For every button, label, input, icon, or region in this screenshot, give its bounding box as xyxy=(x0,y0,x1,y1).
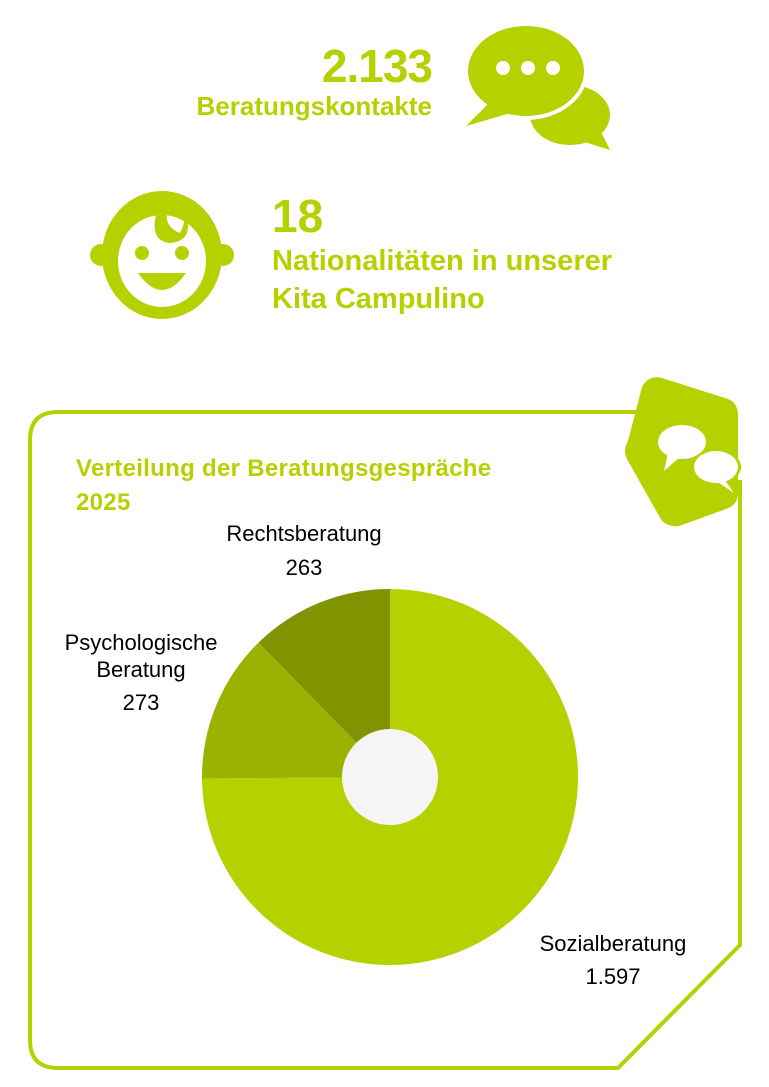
chat-badge-icon xyxy=(625,377,741,527)
label-rechtsberatung: Rechtsberatung xyxy=(226,521,381,546)
pie-slice-rechtsberatung xyxy=(258,589,390,777)
label-psychologische-line1: Psychologische xyxy=(65,630,218,655)
value-rechtsberatung: 263 xyxy=(286,555,323,580)
value-psychologische: 273 xyxy=(123,690,160,715)
nations-stat: 18 Nationalitäten in unserer Kita Campul… xyxy=(272,190,612,318)
label-sozialberatung: Sozialberatung xyxy=(540,931,687,956)
pie-slice-psychologische-beratung xyxy=(202,642,390,779)
label-psychologische-line2: Beratung xyxy=(96,657,185,682)
value-sozialberatung: 1.597 xyxy=(585,964,640,989)
nations-value: 18 xyxy=(272,190,324,242)
chart-title: Verteilung der Beratungsgespräche 2025 xyxy=(76,452,596,520)
chart-title-line1: Verteilung der Beratungsgespräche xyxy=(76,455,492,482)
chat-bubbles-icon xyxy=(464,22,610,150)
chart-title-line2: 2025 xyxy=(76,489,131,516)
pie-center-hole xyxy=(342,729,438,825)
contacts-stat: 2.133 Beratungskontakte xyxy=(150,40,434,121)
nations-label-line2: Kita Campulino xyxy=(272,283,485,315)
nations-label-line1: Nationalitäten in unserer xyxy=(272,245,613,277)
contacts-label: Beratungskontakte xyxy=(196,91,433,121)
baby-face-icon xyxy=(90,191,234,319)
contacts-value: 2.133 xyxy=(321,40,433,92)
